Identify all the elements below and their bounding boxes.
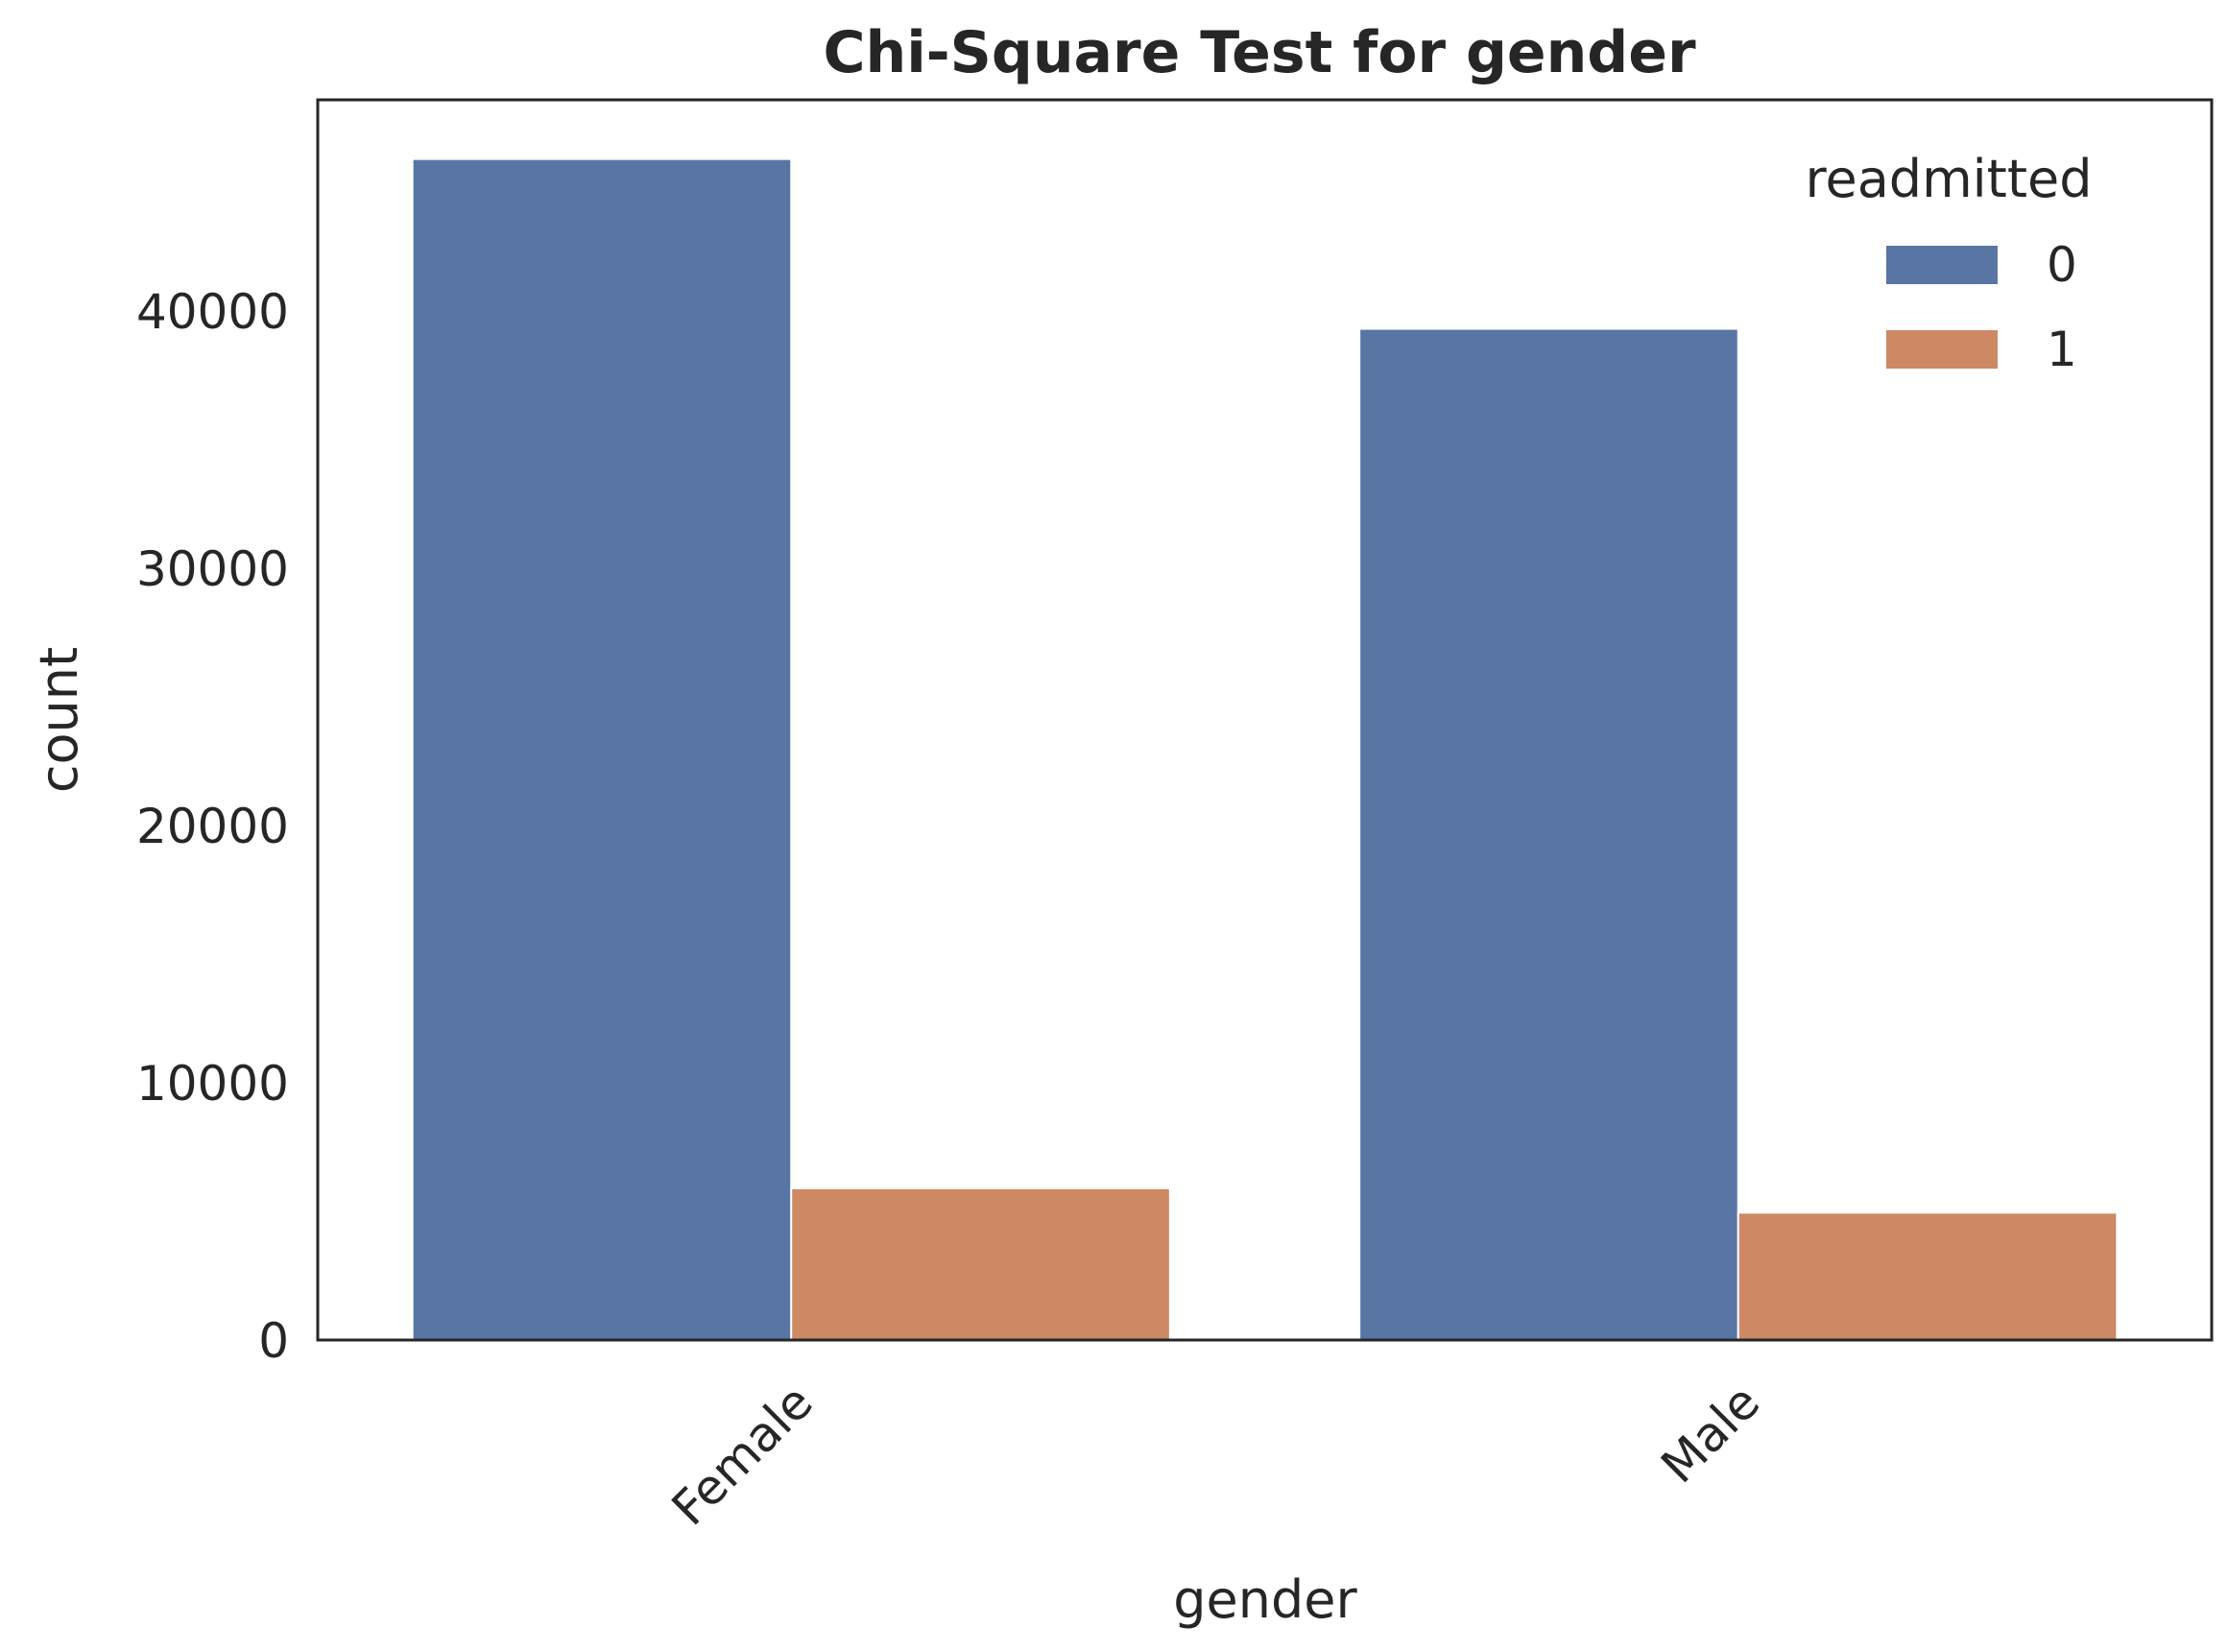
x-tick-label-female: Female [661, 1374, 824, 1536]
chart-title: Chi-Square Test for gender [823, 19, 1695, 86]
x-axis-label: gender [1173, 1569, 1357, 1630]
bar-male-series-0 [1358, 327, 1739, 1341]
y-tick-label: 0 [258, 1313, 289, 1369]
bar-female-series-1 [790, 1186, 1171, 1341]
x-tick-label-male: Male [1650, 1374, 1770, 1494]
y-axis-label: count [29, 647, 89, 793]
y-tick-label: 40000 [136, 284, 289, 340]
y-tick-label: 10000 [136, 1056, 289, 1112]
legend-label-1: 1 [2047, 322, 2077, 377]
legend-swatch-0 [1886, 246, 1998, 284]
legend-title: readmitted [1805, 149, 2092, 209]
legend-label-0: 0 [2047, 237, 2077, 293]
bars-group [411, 157, 2119, 1341]
y-tick-label: 20000 [136, 799, 289, 854]
y-axis-ticks: 0 10000 20000 30000 40000 [136, 284, 289, 1369]
x-axis-ticks: Female Male [661, 1374, 1770, 1536]
plot-frame [316, 98, 2214, 1342]
y-tick-label: 30000 [136, 541, 289, 597]
legend: readmitted 0 1 [1805, 149, 2092, 377]
bar-female-series-0 [411, 157, 793, 1341]
bar-male-series-1 [1737, 1211, 2119, 1341]
legend-swatch-1 [1886, 330, 1998, 369]
